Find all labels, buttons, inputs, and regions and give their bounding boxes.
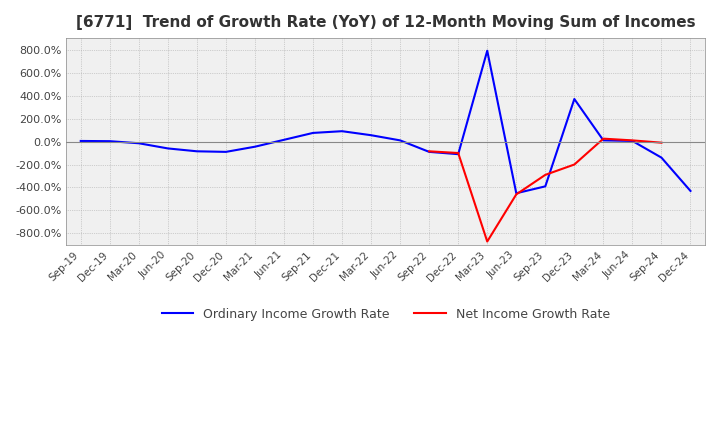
Line: Ordinary Income Growth Rate: Ordinary Income Growth Rate <box>81 51 690 193</box>
Ordinary Income Growth Rate <box>512 191 521 196</box>
Ordinary Income Growth Rate <box>309 130 318 136</box>
Ordinary Income Growth Rate <box>76 138 85 143</box>
Net Income Growth Rate <box>483 239 492 244</box>
Net Income Growth Rate <box>512 192 521 197</box>
Net Income Growth Rate <box>570 162 579 167</box>
Ordinary Income Growth Rate <box>222 149 230 154</box>
Net Income Growth Rate <box>541 172 549 177</box>
Ordinary Income Growth Rate <box>135 141 143 146</box>
Net Income Growth Rate <box>657 140 666 145</box>
Line: Net Income Growth Rate: Net Income Growth Rate <box>458 139 662 242</box>
Net Income Growth Rate <box>628 138 636 143</box>
Ordinary Income Growth Rate <box>396 138 405 143</box>
Ordinary Income Growth Rate <box>628 138 636 143</box>
Ordinary Income Growth Rate <box>192 149 201 154</box>
Net Income Growth Rate <box>454 150 462 156</box>
Title: [6771]  Trend of Growth Rate (YoY) of 12-Month Moving Sum of Incomes: [6771] Trend of Growth Rate (YoY) of 12-… <box>76 15 696 30</box>
Ordinary Income Growth Rate <box>279 137 288 143</box>
Ordinary Income Growth Rate <box>425 149 433 154</box>
Ordinary Income Growth Rate <box>105 139 114 144</box>
Ordinary Income Growth Rate <box>163 146 172 151</box>
Ordinary Income Growth Rate <box>483 48 492 53</box>
Ordinary Income Growth Rate <box>338 128 346 134</box>
Ordinary Income Growth Rate <box>570 96 579 102</box>
Ordinary Income Growth Rate <box>541 184 549 189</box>
Ordinary Income Growth Rate <box>454 151 462 157</box>
Net Income Growth Rate <box>599 136 608 141</box>
Ordinary Income Growth Rate <box>599 138 608 143</box>
Ordinary Income Growth Rate <box>657 155 666 160</box>
Ordinary Income Growth Rate <box>251 144 259 149</box>
Ordinary Income Growth Rate <box>686 188 695 194</box>
Ordinary Income Growth Rate <box>366 132 375 138</box>
Legend: Ordinary Income Growth Rate, Net Income Growth Rate: Ordinary Income Growth Rate, Net Income … <box>156 303 615 326</box>
